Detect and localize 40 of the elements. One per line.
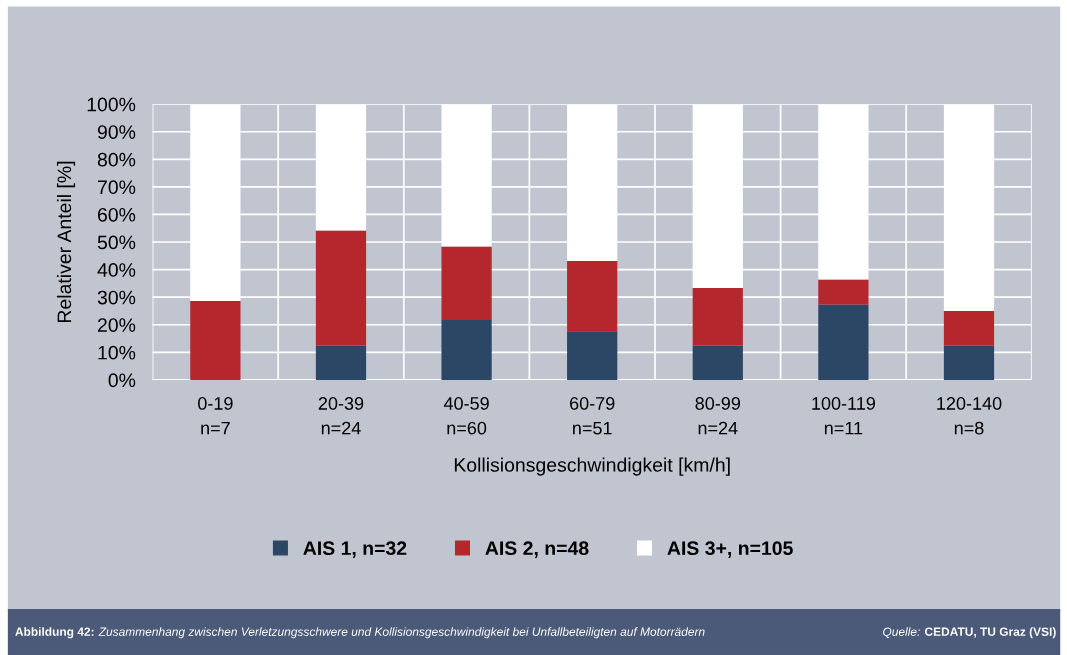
x-tick-label: 120-140 n=8: [937, 397, 1002, 435]
y-tick-label: 80%: [97, 152, 136, 167]
x-axis-title: Kollisionsgeschwindigkeit [km/h]: [454, 457, 730, 476]
y-tick-label: 60%: [97, 207, 136, 222]
bar: [692, 288, 743, 346]
y-tick-label: 90%: [97, 125, 136, 139]
x-tick-label: 100-119 n=11: [812, 397, 875, 435]
y-tick-label: 40%: [97, 263, 136, 277]
legend-label: AIS 3+, n=105: [667, 541, 793, 558]
text: CEDATU, TU Graz (VSI): [924, 627, 1056, 639]
y-tick-label: 20%: [97, 318, 136, 332]
x-tick-label: 60-79 n=51: [570, 397, 615, 435]
x-tick-label: 40-59 n=60: [443, 397, 489, 435]
legend-label: AIS 2, n=48: [485, 541, 589, 558]
bar: [818, 304, 869, 380]
source-note: Quelle:: [883, 627, 920, 639]
y-tick-label: 100%: [87, 97, 136, 112]
bar: [943, 310, 995, 346]
bar: [441, 246, 492, 321]
text: Abbildung 42:: [15, 627, 94, 639]
bar: [818, 279, 869, 305]
text: Zusammenhang zwischen Verletzungsschwere und Kollisionsgeschwindigkeit bei Unfallbeteiligten auf Motorrädern: [98, 627, 705, 639]
x-tick-label: 20-39 n=24: [318, 397, 364, 435]
bar: [943, 345, 995, 380]
y-tick-label: 50%: [97, 235, 136, 250]
bar: [567, 261, 618, 332]
legend-label: AIS 1, n=32: [303, 541, 407, 558]
x-tick-label: 80-99 n=24: [695, 397, 741, 435]
bar: [190, 301, 241, 380]
bar: [441, 320, 492, 380]
bar: [315, 345, 367, 380]
bar: [567, 331, 618, 380]
x-tick-label: 0-19 n=7: [198, 397, 233, 435]
bar: [692, 345, 743, 380]
y-tick-label: 30%: [97, 290, 136, 305]
y-tick-label: 70%: [97, 180, 136, 195]
bar: [315, 230, 367, 346]
y-tick-label: 0%: [108, 373, 136, 388]
y-tick-label: 10%: [98, 345, 136, 360]
y-axis-title: Relativer Anteil [%]: [56, 161, 76, 323]
